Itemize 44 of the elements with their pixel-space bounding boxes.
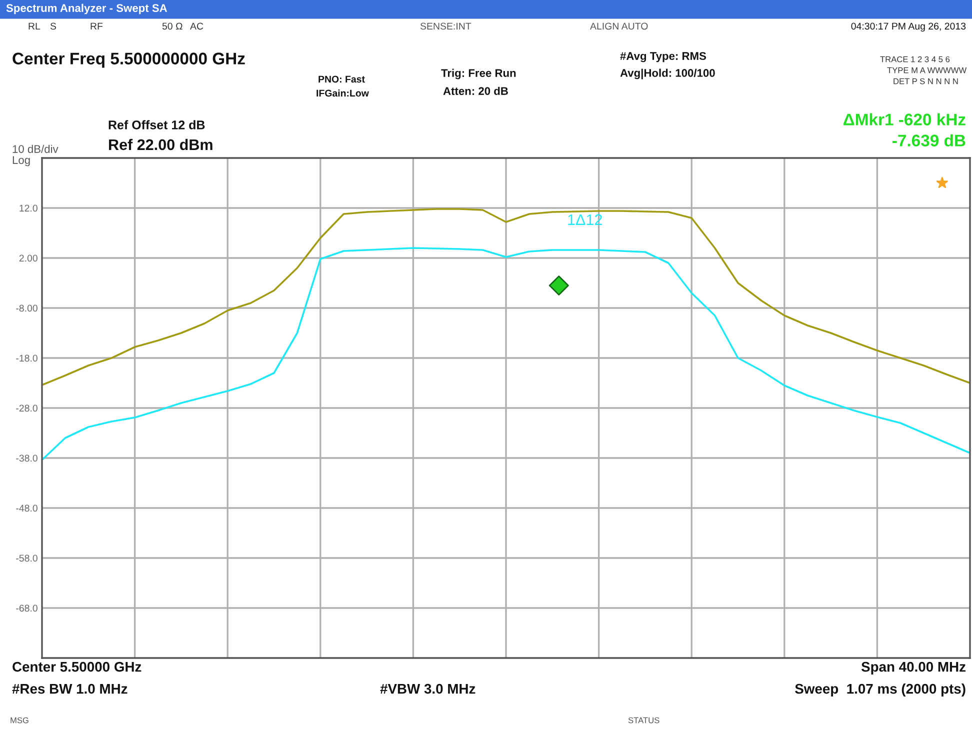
text: IFGain:Low	[316, 89, 369, 97]
text: RL	[28, 22, 40, 30]
text: #VBW 3.0 MHz	[380, 684, 476, 694]
text: Avg|Hold: 100/100	[620, 68, 715, 80]
text: RF	[90, 22, 103, 30]
text: Sweep 1.07 ms (2000 pts)	[795, 684, 966, 696]
text: Trig: Free Run	[441, 68, 516, 80]
text: ΔMkr1 -620 kHz	[844, 113, 966, 126]
y-tick-label: -68.0	[16, 604, 38, 612]
y-tick-label: -18.0	[16, 354, 38, 362]
text: S	[50, 22, 56, 30]
text: Ref 22.00 dBm	[109, 138, 212, 150]
y-tick-label: -28.0	[16, 404, 38, 412]
line-series	[42, 247, 970, 461]
y-tick-label: 12.0	[20, 204, 38, 212]
text: ALIGN AUTO	[590, 22, 648, 30]
text: Ref Offset 12 dB	[108, 120, 205, 130]
text: Center Freq 5.500000000 GHz	[12, 52, 245, 68]
y-tick-label: -38.0	[16, 454, 38, 462]
text: 10 dB/div	[12, 144, 58, 153]
y-tick-label: -48.0	[16, 504, 38, 512]
y-tick-label: -8.00	[16, 304, 38, 312]
text: -7.639 dB	[892, 134, 966, 146]
chart-title: Spectrum Analyzer - Swept SA	[6, 4, 168, 14]
text: MSG	[10, 717, 28, 724]
annotation: 1Δ12	[568, 214, 602, 225]
text: #Avg Type: RMS	[620, 52, 706, 62]
text: AC	[190, 22, 204, 30]
text: TYPE M A WWWWW	[887, 67, 967, 74]
text: 04:30:17 PM Aug 26, 2013	[851, 22, 966, 32]
text: 50 Ω	[162, 22, 182, 30]
text: SENSE:INT	[420, 22, 472, 30]
y-tick-label: 2.00	[19, 254, 38, 262]
y-tick-label: -58.0	[16, 554, 38, 562]
text: Log	[12, 156, 30, 166]
text: DET P S N N N N	[894, 78, 958, 84]
text: TRACE 1 2 3 4 5 6	[880, 56, 950, 62]
text: Atten: 20 dB	[443, 86, 508, 95]
line-series	[42, 208, 970, 386]
text: STATUS	[628, 717, 660, 724]
text: Span 40.00 MHz	[861, 662, 966, 674]
text: #Res BW 1.0 MHz	[12, 684, 128, 694]
text: Center 5.50000 GHz	[12, 662, 142, 672]
text: PNO: Fast	[318, 76, 365, 83]
